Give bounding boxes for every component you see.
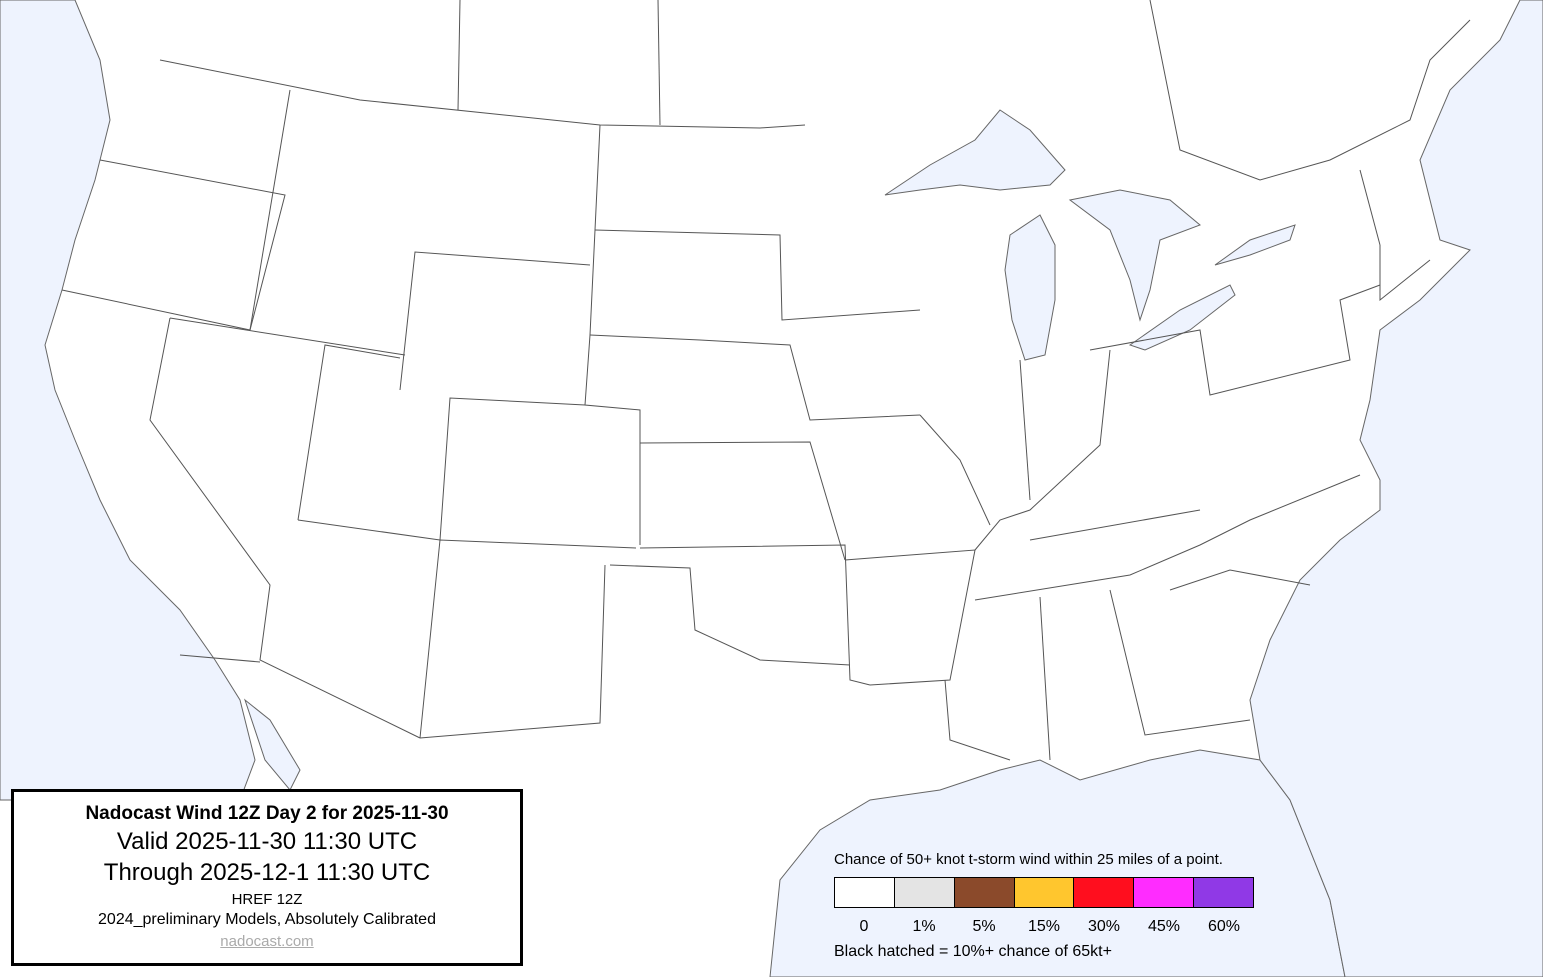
legend-label: 15% [1027,918,1061,935]
forecast-title: Nadocast Wind 12Z Day 2 for 2025-11-30 [85,803,449,824]
swatch-15 [1014,878,1075,907]
probability-legend: Chance of 50+ knot t-storm wind within 2… [834,851,1254,961]
swatch-45 [1134,878,1195,907]
swatch-60 [1194,878,1254,907]
legend-labels: 0 1% 5% 15% 30% 45% 60% [834,918,1254,936]
valid-time: Valid 2025-11-30 11:30 UTC [116,828,418,855]
legend-label: 1% [912,918,936,935]
swatch-5 [954,878,1015,907]
atlantic-ocean [1249,0,1543,977]
gulf-of-california [243,698,301,791]
legend-label: 5% [972,918,996,935]
lake-michigan [1004,214,1056,361]
swatch-30 [1074,878,1135,907]
forecast-info-box: Nadocast Wind 12Z Day 2 for 2025-11-30 V… [11,789,523,966]
swatch-1 [894,878,955,907]
through-time: Through 2025-12-1 11:30 UTC [103,859,431,886]
model-run: HREF 12Z [231,891,303,908]
hatch-note: Black hatched = 10%+ chance of 65kt+ [834,943,1112,960]
legend-label: 30% [1087,918,1121,935]
lake-erie [1128,284,1236,351]
legend-label: 0 [859,918,869,935]
legend-label: 45% [1147,918,1181,935]
swatch-0 [835,878,895,907]
lake-ontario [1214,224,1296,266]
legend-label: 60% [1207,918,1241,935]
legend-heading: Chance of 50+ knot t-storm wind within 2… [834,851,1223,868]
state-borders [61,0,1471,761]
pacific-ocean [0,0,256,801]
color-bar [834,877,1254,908]
lake-huron [1068,189,1201,322]
calibration-note: 2024_preliminary Models, Absolutely Cali… [98,911,436,928]
nadocast-link[interactable]: nadocast.com [220,933,314,950]
lake-superior [884,109,1066,196]
